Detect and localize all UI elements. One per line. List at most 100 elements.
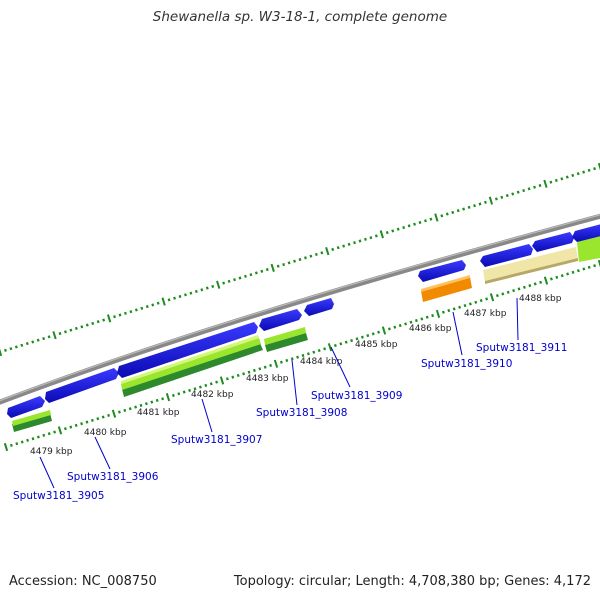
gene-arrow[interactable]: [480, 244, 533, 267]
gene-arrow[interactable]: [117, 322, 258, 378]
minor-tick: [404, 322, 408, 326]
cds-bar[interactable]: [485, 258, 578, 284]
minor-tick: [414, 318, 418, 323]
minor-tick: [244, 274, 247, 278]
gene-label-sputw3181-3908[interactable]: Sputw3181_3908: [256, 407, 347, 419]
minor-tick: [528, 284, 532, 288]
minor-tick: [304, 256, 307, 260]
cds-bar[interactable]: [12, 410, 51, 426]
gene-label-sputw3181-3909[interactable]: Sputw3181_3909: [311, 390, 402, 402]
minor-tick: [306, 352, 310, 356]
minor-tick: [101, 415, 105, 419]
minor-tick: [140, 306, 144, 310]
minor-tick: [14, 345, 18, 349]
major-tick: [57, 426, 63, 435]
gene-arrow[interactable]: [304, 298, 334, 316]
minor-tick: [458, 305, 462, 309]
minor-tick: [485, 297, 489, 301]
gene-arrow[interactable]: [259, 309, 302, 331]
gene-label-sputw3181-3907[interactable]: Sputw3181_3907: [171, 434, 262, 446]
gene-label-sputw3181-3910[interactable]: Sputw3181_3910: [421, 358, 512, 370]
cds-bar[interactable]: [264, 327, 306, 345]
cds-bar[interactable]: [483, 247, 578, 283]
minor-tick: [366, 333, 370, 338]
minor-tick: [420, 317, 424, 321]
cds-bar[interactable]: [265, 333, 308, 352]
major-tick: [435, 309, 441, 319]
minor-tick: [353, 241, 356, 245]
major-tick: [106, 314, 112, 323]
minor-tick: [474, 300, 478, 304]
minor-tick: [566, 272, 570, 276]
minor-tick: [533, 282, 537, 286]
minor-tick: [227, 279, 231, 283]
minor-tick: [9, 347, 13, 351]
minor-tick: [533, 185, 536, 189]
cds-features: [12, 235, 600, 432]
kbp-label: 4479 kbp: [30, 447, 73, 457]
minor-tick: [344, 340, 348, 344]
minor-tick: [452, 307, 456, 311]
minor-tick: [184, 293, 187, 297]
minor-tick: [314, 252, 318, 257]
cds-bar[interactable]: [122, 343, 263, 397]
major-tick: [434, 213, 439, 222]
minor-tick: [350, 338, 354, 343]
minor-tick: [445, 212, 449, 216]
minor-tick: [413, 222, 416, 226]
cds-bar[interactable]: [421, 275, 470, 292]
minor-tick: [205, 286, 209, 290]
leader-line: [39, 456, 55, 489]
forward-genes: [7, 223, 600, 418]
gene-arrow[interactable]: [45, 368, 119, 403]
minor-tick: [587, 265, 591, 269]
minor-tick: [171, 393, 175, 397]
minor-tick: [53, 430, 57, 434]
minor-tick: [467, 205, 471, 209]
minor-tick: [462, 207, 466, 211]
minor-tick: [91, 321, 95, 325]
minor-tick: [85, 323, 89, 327]
minor-tick: [323, 347, 327, 351]
major-tick: [161, 297, 166, 306]
minor-tick: [398, 323, 402, 328]
minor-tick: [74, 326, 78, 331]
gene-arrow[interactable]: [532, 232, 574, 252]
minor-tick: [527, 187, 531, 191]
major-tick: [0, 348, 3, 357]
minor-tick: [69, 328, 73, 332]
minor-tick: [36, 435, 40, 439]
cds-bar[interactable]: [121, 338, 261, 390]
minor-tick: [560, 274, 564, 278]
minor-tick: [293, 259, 296, 263]
gene-label-sputw3181-3905[interactable]: Sputw3181_3905: [13, 490, 104, 502]
minor-tick: [287, 261, 291, 265]
minor-tick: [47, 335, 51, 339]
cds-bar[interactable]: [421, 277, 472, 302]
cds-bar[interactable]: [121, 335, 259, 384]
minor-tick: [587, 168, 591, 172]
kbp-label: 4482 kbp: [191, 390, 234, 400]
minor-tick: [402, 225, 406, 230]
minor-tick: [263, 365, 267, 369]
minor-tick: [522, 188, 526, 193]
cds-bar[interactable]: [12, 413, 52, 432]
minor-tick: [441, 310, 445, 314]
kbp-label: 4481 kbp: [137, 408, 180, 418]
major-tick: [543, 276, 549, 285]
minor-tick: [276, 264, 280, 268]
gene-arrow[interactable]: [7, 396, 45, 418]
minor-tick: [113, 315, 116, 319]
gene-arrow[interactable]: [572, 223, 600, 242]
minor-tick: [209, 382, 213, 386]
minor-tick: [560, 177, 564, 181]
gene-label-sputw3181-3911[interactable]: Sputw3181_3911: [476, 342, 567, 354]
minor-tick: [425, 315, 429, 319]
minor-tick: [385, 231, 389, 235]
minor-tick: [222, 281, 226, 285]
gene-label-sputw3181-3906[interactable]: Sputw3181_3906: [67, 471, 159, 483]
inner-scale-ticks: [3, 259, 600, 452]
gene-arrow[interactable]: [418, 260, 466, 282]
minor-tick: [331, 247, 335, 251]
cds-bar[interactable]: [577, 235, 600, 262]
